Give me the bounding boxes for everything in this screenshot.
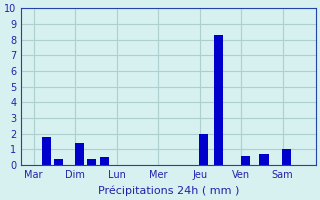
Bar (260, 154, 268, 165)
Bar (282, 149, 291, 165)
Bar (87, 159, 96, 165)
Bar (214, 35, 223, 165)
Bar (241, 156, 250, 165)
Bar (42, 137, 51, 165)
X-axis label: Précipitations 24h ( mm ): Précipitations 24h ( mm ) (98, 185, 239, 196)
Bar (199, 134, 208, 165)
Bar (100, 157, 109, 165)
Bar (75, 143, 84, 165)
Bar (54, 159, 63, 165)
